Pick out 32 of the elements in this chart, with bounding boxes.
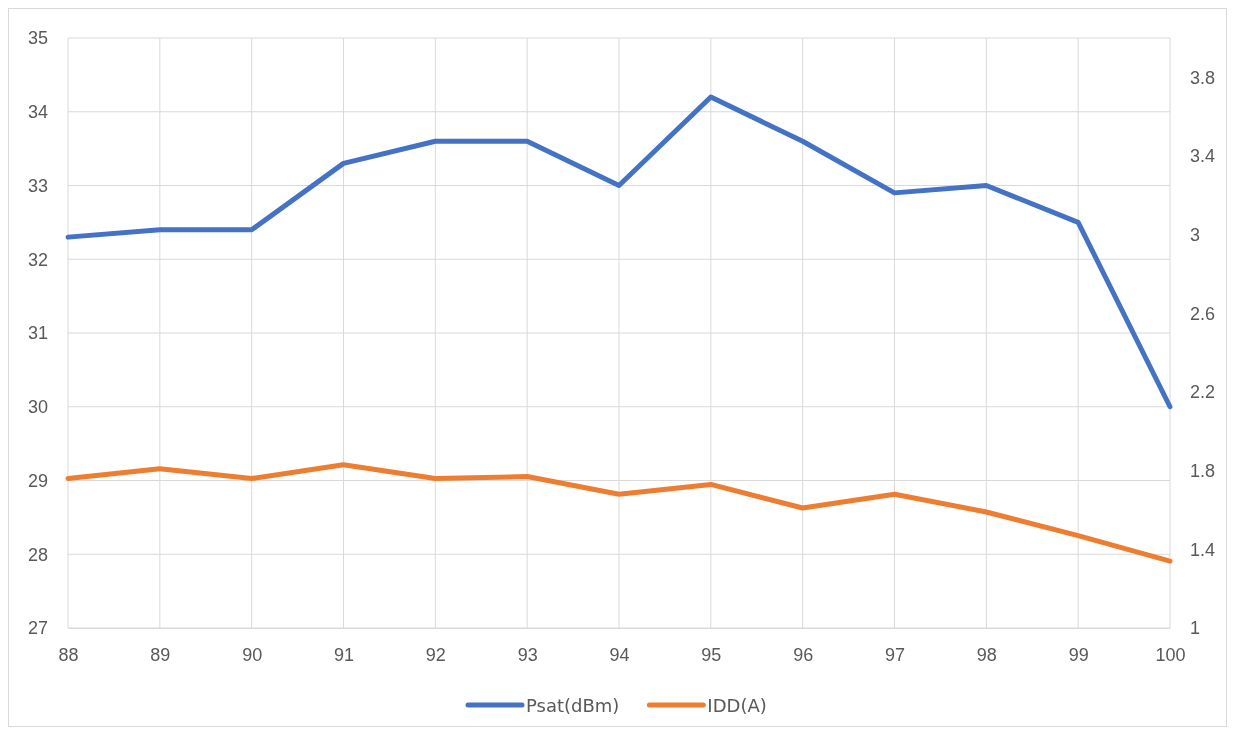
legend-label: Psat(dBm) [526, 695, 620, 716]
y-tick-label: 28 [27, 544, 48, 565]
y-tick-label: 33 [27, 175, 48, 196]
y2-tick-label: 2.2 [1190, 382, 1216, 403]
x-tick-label: 88 [58, 644, 79, 665]
y-tick-label: 29 [27, 470, 48, 491]
x-tick-label: 93 [517, 644, 538, 665]
x-tick-label: 95 [701, 644, 722, 665]
x-tick-label: 92 [425, 644, 446, 665]
y2-tick-label: 3.8 [1190, 67, 1216, 88]
y2-tick-label: 3 [1190, 224, 1201, 245]
y-tick-label: 30 [27, 397, 48, 418]
x-tick-label: 98 [976, 644, 997, 665]
x-tick-label: 94 [609, 644, 630, 665]
y2-tick-label: 2.6 [1190, 303, 1216, 324]
y-tick-label: 31 [27, 323, 48, 344]
legend-label: IDD(A) [707, 695, 767, 716]
y-tick-label: 34 [27, 102, 48, 123]
x-tick-label: 89 [150, 644, 171, 665]
y2-tick-label: 1.4 [1190, 539, 1216, 560]
x-tick-label: 99 [1068, 644, 1089, 665]
x-tick-label: 91 [333, 644, 355, 665]
x-tick-label: 100 [1155, 644, 1186, 665]
x-tick-label: 90 [242, 644, 263, 665]
y-tick-label: 27 [27, 618, 48, 639]
y2-tick-label: 3.4 [1190, 146, 1216, 167]
x-tick-label: 96 [793, 644, 814, 665]
x-tick-label: 97 [884, 644, 906, 665]
y-tick-label: 32 [27, 249, 48, 270]
y2-tick-label: 1.8 [1190, 460, 1216, 481]
y2-tick-label: 1 [1190, 618, 1201, 639]
y-tick-label: 35 [27, 28, 48, 49]
